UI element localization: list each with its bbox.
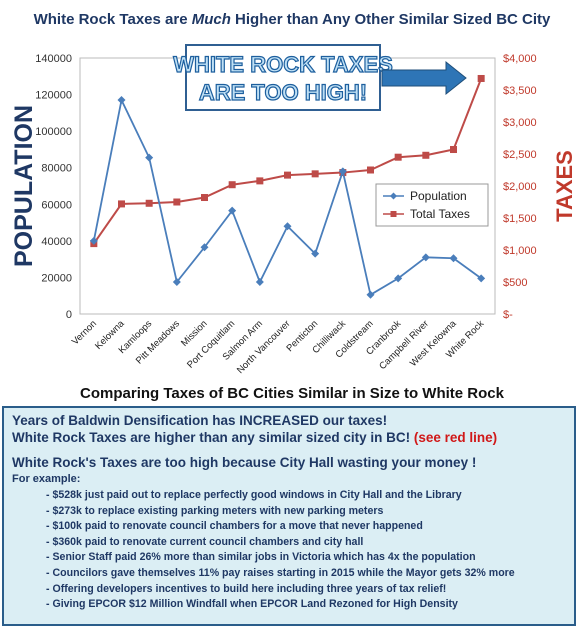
legend: Population Total Taxes: [375, 183, 489, 227]
info-bullet: $100k paid to renovate council chambers …: [46, 519, 566, 535]
legend-population-label: Population: [410, 189, 467, 203]
info-bullet: Giving EPCOR $12 Million Windfall when E…: [46, 597, 566, 613]
left-tick-label: 0: [66, 309, 72, 321]
info-bullet: $528k just paid out to replace perfectly…: [46, 488, 566, 504]
chart: White Rock Taxes are Much Higher than An…: [10, 11, 577, 402]
right-tick-label: $1,000: [503, 245, 537, 257]
taxes-point: [228, 181, 236, 189]
right-tick-label: $-: [503, 309, 513, 321]
population-point: [283, 222, 292, 231]
taxes-point: [284, 171, 291, 179]
banner-box: [185, 44, 381, 111]
chart-title: White Rock Taxes are Much Higher than An…: [34, 11, 551, 28]
taxes-point: [477, 74, 485, 82]
right-tick-label: $1,500: [503, 213, 537, 225]
population-point: [311, 249, 320, 258]
left-axis-ticks: 0 20000 40000 60000 80000 100000 120000 140000: [35, 53, 72, 321]
taxes-point: [311, 170, 319, 178]
taxes-point: [173, 198, 181, 206]
left-tick-label: 20000: [41, 272, 72, 284]
right-tick-label: $2,500: [503, 149, 537, 161]
population-point: [228, 206, 237, 215]
info-headline-1: Years of Baldwin Densification has INCRE…: [12, 413, 388, 428]
population-point: [89, 236, 98, 245]
population-point: [421, 253, 430, 262]
info-bullet: Councilors gave themselves 11% pay raise…: [46, 566, 566, 582]
taxes-point: [450, 146, 457, 154]
info-box: Years of Baldwin Densification has INCRE…: [2, 406, 576, 626]
banner-line-1: WHITE ROCK TAXES: [173, 52, 393, 77]
left-tick-label: 40000: [41, 236, 72, 248]
taxes-point: [201, 194, 208, 202]
right-tick-label: $3,500: [503, 85, 537, 97]
info-red-note: (see red line): [413, 430, 498, 445]
info-bullet: Senior Staff paid 26% more than similar …: [46, 550, 566, 566]
taxes-point: [422, 151, 430, 159]
info-headline-2-text: White Rock Taxes are higher than any sim…: [12, 430, 414, 445]
right-axis-label: TAXES: [552, 150, 577, 222]
population-series: [89, 96, 486, 299]
population-point: [366, 290, 375, 299]
banner: WHITE ROCK TAXES ARE TOO HIGH!: [173, 44, 467, 111]
legend-population-marker: [390, 192, 397, 200]
right-tick-label: $2,000: [503, 181, 537, 193]
population-point: [394, 274, 403, 283]
left-tick-label: 120000: [35, 90, 72, 102]
banner-arrow-icon: [381, 60, 467, 96]
population-point: [338, 167, 347, 176]
taxes-point: [394, 153, 402, 161]
right-tick-label: $4,000: [503, 53, 537, 65]
population-point: [449, 254, 458, 263]
chart-subtitle: Comparing Taxes of BC Cities Similar in …: [80, 385, 505, 402]
info-bullet: $360k paid to renovate current council c…: [46, 535, 566, 551]
right-tick-label: $3,000: [503, 117, 537, 129]
taxes-point: [145, 199, 153, 207]
right-tick-label: $500: [503, 277, 527, 289]
population-point: [172, 278, 181, 286]
population-point: [145, 153, 154, 162]
info-bullet: Offering developers incentives to build …: [46, 582, 566, 598]
left-axis-label: POPULATION: [10, 105, 38, 267]
legend-taxes-marker: [390, 211, 397, 217]
right-axis-ticks: $- $500 $1,000 $1,500 $2,000 $2,500 $3,000 $3,5…: [503, 53, 537, 321]
left-tick-label: 140000: [35, 53, 72, 65]
info-headline-3: White Rock's Taxes are too high because …: [12, 455, 477, 470]
population-point: [477, 274, 486, 283]
left-tick-label: 80000: [41, 163, 72, 175]
banner-line-2: ARE TOO HIGH!: [199, 80, 367, 105]
legend-taxes-label: Total Taxes: [410, 207, 470, 221]
population-point: [117, 96, 126, 105]
info-for-example: For example:: [12, 473, 81, 485]
taxes-point: [118, 200, 125, 208]
info-bullet: $273k to replace existing parking meters…: [46, 504, 566, 520]
left-tick-label: 60000: [41, 199, 72, 211]
legend-box: [375, 183, 489, 227]
info-bullet-list: $528k just paid out to replace perfectly…: [46, 488, 566, 613]
taxes-point: [367, 166, 374, 174]
left-tick-label: 100000: [35, 126, 72, 138]
taxes-point: [256, 177, 264, 185]
spacer: [12, 446, 566, 454]
population-point: [200, 243, 209, 252]
population-point: [255, 278, 264, 286]
info-headline-2: White Rock Taxes are higher than any sim…: [12, 429, 566, 446]
